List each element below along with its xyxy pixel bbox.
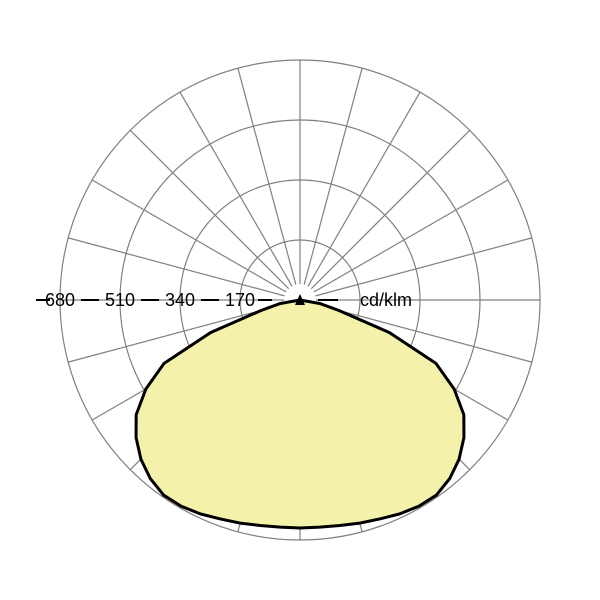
- grid-spoke: [68, 238, 284, 296]
- grid-spoke: [238, 68, 296, 284]
- grid-spoke: [130, 130, 288, 288]
- radial-value-label: 510: [105, 290, 135, 310]
- radial-value-label: 340: [165, 290, 195, 310]
- photometric-polar-diagram: 680510340170cd/klm: [0, 0, 600, 600]
- grid-spoke: [315, 238, 531, 296]
- radial-value-label: 170: [225, 290, 255, 310]
- grid-spoke: [304, 68, 362, 284]
- unit-label: cd/klm: [360, 290, 412, 310]
- grid-spoke: [311, 130, 469, 288]
